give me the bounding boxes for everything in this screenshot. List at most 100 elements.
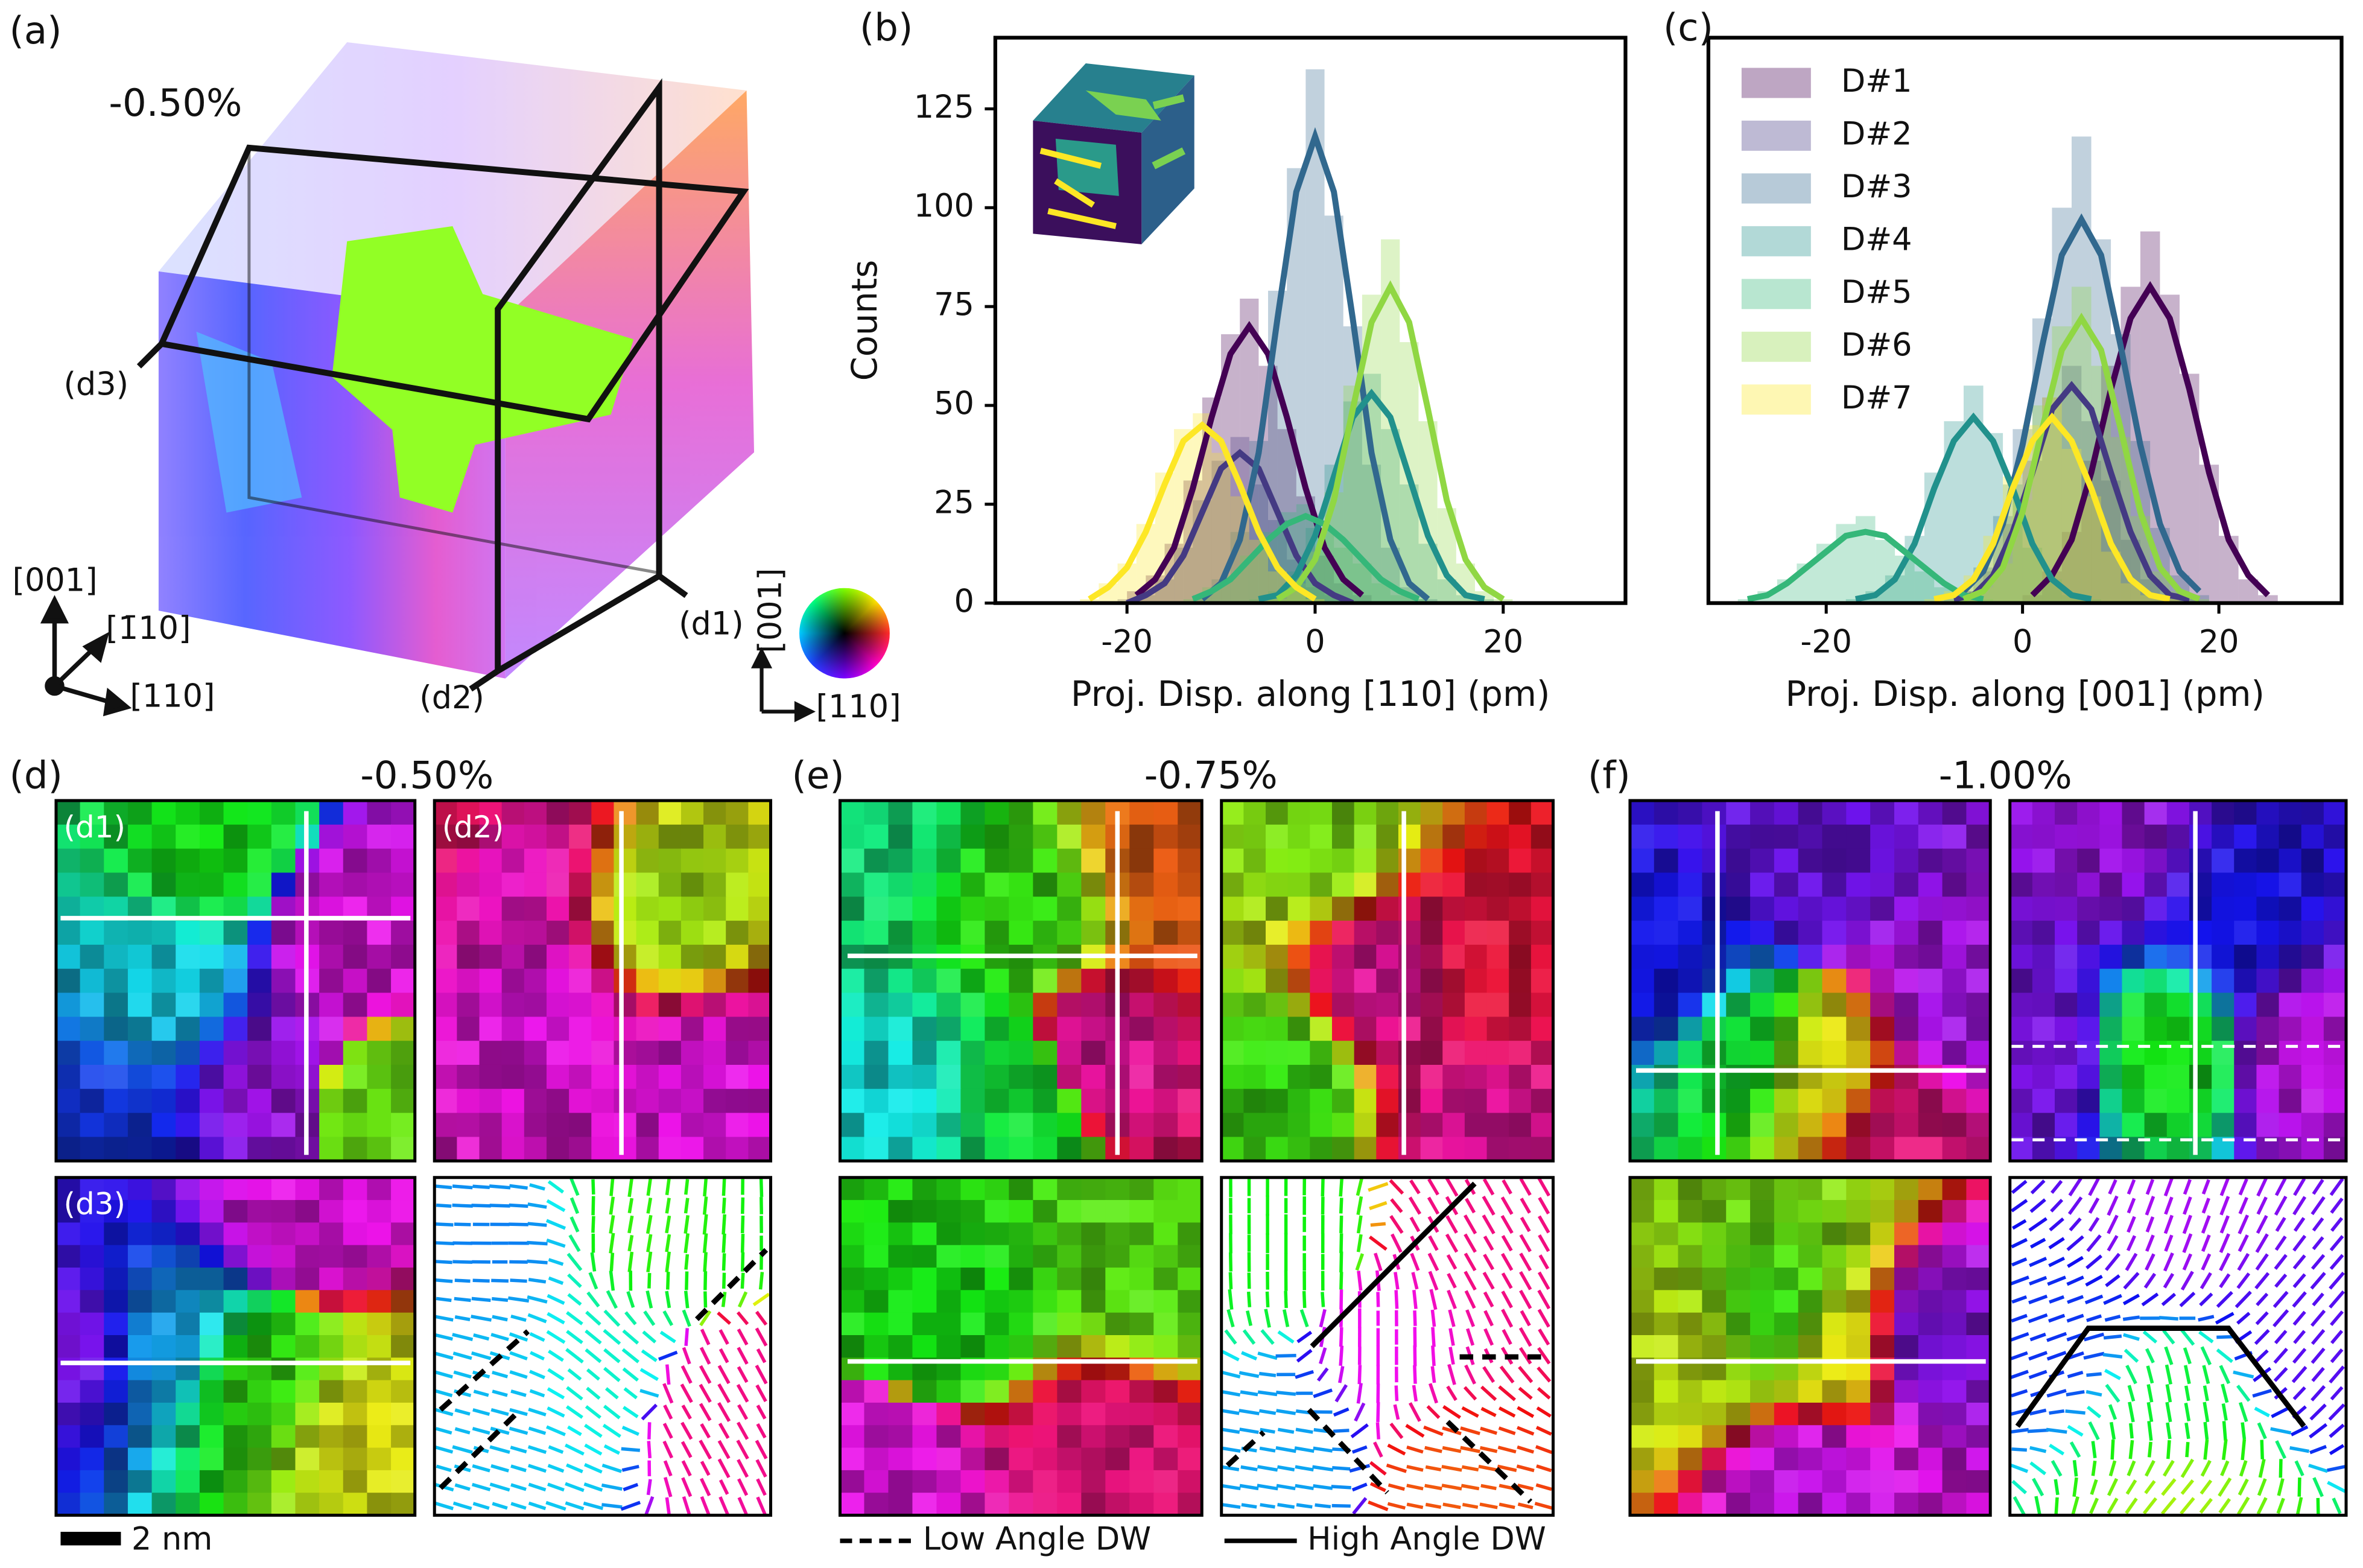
- map-pixel: [1266, 897, 1289, 922]
- vector-arrow: [718, 1329, 729, 1345]
- map-pixel: [343, 921, 368, 946]
- map-pixel: [1287, 1064, 1311, 1090]
- map-pixel: [912, 872, 937, 898]
- vector-arrow: [1519, 1178, 1532, 1196]
- axis-name: [110]: [130, 678, 215, 715]
- map-pixel: [2301, 872, 2325, 898]
- vector-arrow: [2046, 1427, 2067, 1434]
- map-pixel: [936, 1335, 962, 1359]
- vector-arrow: [601, 1483, 623, 1491]
- vector-arrow: [703, 1271, 708, 1290]
- map-pixel: [1702, 1447, 1727, 1471]
- vector-arrow: [490, 1333, 509, 1341]
- vector-arrow: [718, 1348, 729, 1363]
- map-pixel: [1153, 1290, 1179, 1314]
- map-pixel: [271, 1200, 296, 1224]
- vector-arrow: [2145, 1348, 2155, 1363]
- vector-arrow: [2292, 1196, 2307, 1216]
- map-pixel: [658, 1064, 682, 1090]
- map-pixel: [1153, 848, 1179, 874]
- vector-arrow: [492, 1502, 508, 1510]
- map-pixel: [223, 1137, 249, 1162]
- map-pixel: [546, 800, 570, 826]
- map-pixel: [2279, 992, 2303, 1018]
- map-pixel: [2009, 872, 2034, 898]
- map-pixel: [1105, 1470, 1131, 1494]
- map-pixel: [726, 1041, 749, 1066]
- map-pixel: [2323, 897, 2347, 922]
- vector-arrow: [620, 1500, 641, 1511]
- map-pixel: [501, 1088, 525, 1114]
- vector-arrow: [1388, 1483, 1405, 1491]
- map-pixel: [199, 1200, 225, 1224]
- map-pixel: [104, 1177, 129, 1201]
- map-pixel: [936, 1041, 962, 1066]
- map-pixel: [1153, 968, 1179, 994]
- map-pixel: [319, 968, 344, 994]
- map-pixel: [840, 1380, 865, 1404]
- vector-arrow: [2274, 1330, 2288, 1344]
- vector-arrow: [700, 1478, 711, 1497]
- vector-arrow: [509, 1184, 528, 1190]
- map-pixel: [56, 1402, 81, 1426]
- map-pixel: [748, 1017, 772, 1042]
- histogram-bar: [2258, 595, 2278, 603]
- map-pixel: [2122, 944, 2146, 970]
- map-pixel: [343, 1245, 368, 1269]
- map-pixel: [1420, 968, 1444, 994]
- map-pixel: [726, 1137, 749, 1162]
- vector-arrow: [2200, 1459, 2212, 1477]
- map-pixel: [1509, 800, 1532, 826]
- vector-arrow: [1387, 1502, 1406, 1510]
- map-pixel: [223, 1177, 249, 1201]
- map-pixel: [960, 1402, 986, 1426]
- vector-arrow: [2184, 1385, 2190, 1401]
- map-pixel: [1129, 968, 1155, 994]
- map-pixel: [2212, 944, 2235, 970]
- vector-arrow: [2144, 1480, 2156, 1494]
- inset-cube: [1033, 63, 1194, 244]
- map-pixel: [840, 848, 865, 874]
- map-pixel: [726, 944, 749, 970]
- map-pixel: [1966, 992, 1991, 1018]
- map-pixel: [1310, 1041, 1333, 1066]
- vector-arrow: [2011, 1295, 2028, 1304]
- vector-arrow: [1339, 1345, 1344, 1366]
- map-pixel: [223, 1335, 249, 1359]
- vector-arrow: [2029, 1275, 2047, 1286]
- map-pixel: [1530, 848, 1555, 874]
- map-pixel: [176, 1402, 201, 1426]
- vector-arrow: [490, 1408, 509, 1417]
- map-pixel: [1009, 1290, 1034, 1314]
- map-pixel: [1750, 848, 1775, 874]
- map-pixel: [1486, 921, 1510, 946]
- vector-arrow: [2330, 1386, 2344, 1401]
- vector-arrow: [1517, 1445, 1535, 1454]
- map-pixel: [434, 1064, 458, 1090]
- map-pixel: [840, 1222, 865, 1246]
- map-pixel: [1750, 1470, 1775, 1494]
- map-pixel: [2009, 968, 2034, 994]
- map-pixel: [1966, 1177, 1991, 1201]
- vector-arrow: [547, 1482, 565, 1492]
- vector-arrow: [646, 1198, 653, 1214]
- map-pixel: [1702, 1380, 1727, 1404]
- map-pixel: [1774, 1088, 1800, 1114]
- map-pixel: [1331, 848, 1356, 874]
- map-pixel: [703, 1088, 727, 1114]
- map-pixel: [457, 1041, 481, 1066]
- map-pixel: [479, 848, 503, 874]
- map-pixel: [524, 1113, 548, 1138]
- map-pixel: [569, 921, 592, 946]
- vector-arrow: [434, 1315, 454, 1322]
- map-pixel: [985, 1380, 1010, 1404]
- vector-arrow: [665, 1198, 671, 1214]
- vector-arrow: [566, 1330, 583, 1344]
- map-pixel: [748, 824, 772, 850]
- panel-label: (e): [791, 754, 844, 798]
- map-pixel: [56, 968, 81, 994]
- map-pixel: [479, 824, 503, 850]
- vector-arrow: [1393, 1404, 1400, 1420]
- map-pixel: [2144, 968, 2168, 994]
- vector-arrow: [2029, 1198, 2046, 1213]
